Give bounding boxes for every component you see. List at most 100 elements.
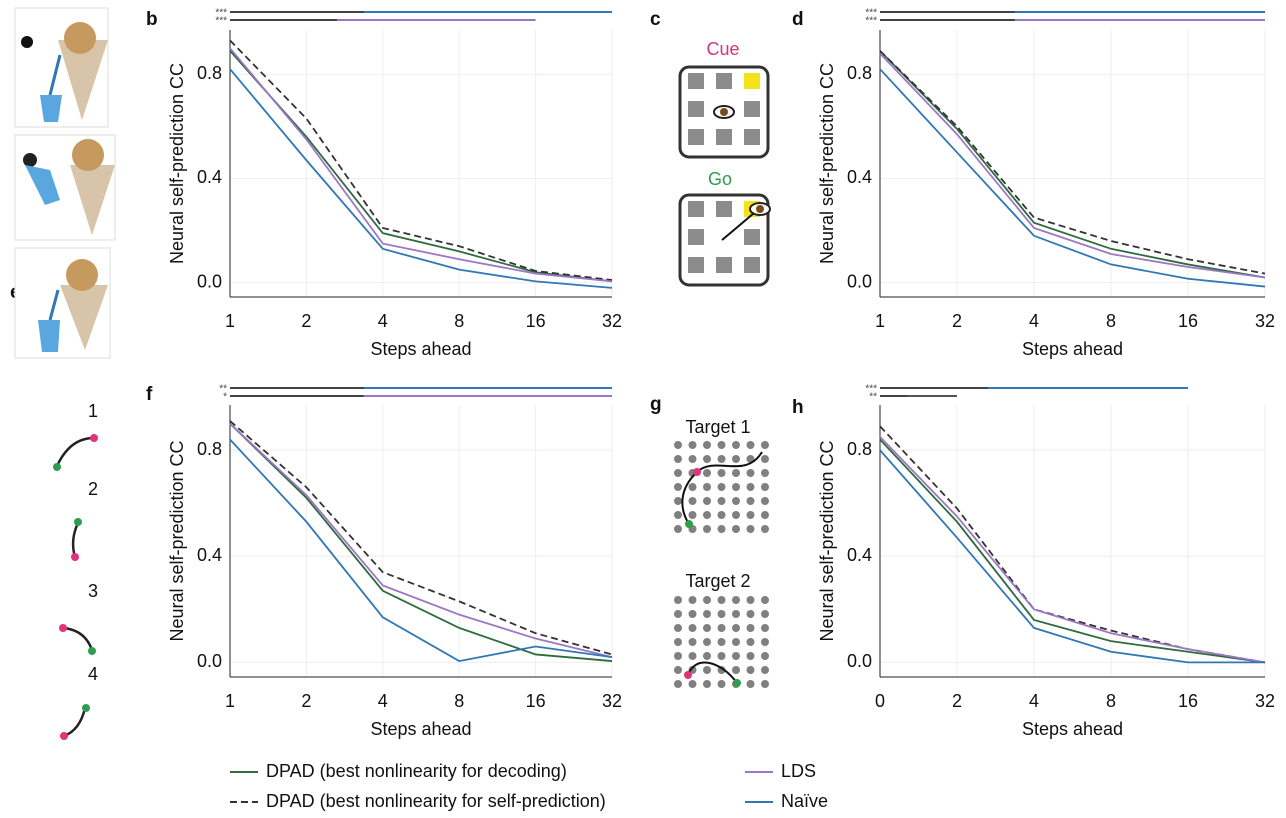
x-tick-label: 0	[875, 691, 885, 711]
x-tick-label: 32	[602, 691, 622, 711]
x-tick-label: 2	[301, 691, 311, 711]
target-square	[688, 101, 704, 117]
grid-dot	[732, 511, 740, 519]
grid-dot	[761, 441, 769, 449]
movement-label: 4	[88, 664, 98, 684]
grid-dot	[674, 610, 682, 618]
target-square	[688, 73, 704, 89]
grid-dot	[717, 596, 726, 604]
x-tick-label: 4	[378, 311, 388, 331]
x-tick-label: 1	[875, 311, 885, 331]
target-square	[688, 129, 704, 145]
grid-dot	[746, 610, 755, 618]
panel-label: g	[650, 394, 662, 415]
start-dot	[684, 671, 692, 679]
x-tick-label: 4	[1029, 311, 1039, 331]
significance-label: *	[223, 392, 227, 403]
grid-dot	[732, 497, 740, 505]
grid-dot	[746, 638, 755, 646]
pupil	[756, 205, 764, 213]
target-square	[688, 229, 704, 245]
grid-dot	[732, 441, 740, 449]
target-label: Target 1	[685, 417, 750, 437]
grid-dot	[717, 610, 726, 618]
grid-dot	[717, 652, 726, 660]
grid-dot	[674, 469, 682, 477]
y-tick-label: 0.4	[197, 167, 222, 187]
grid-dot	[688, 455, 697, 463]
x-tick-label: 8	[1106, 691, 1116, 711]
grid-dot	[674, 483, 682, 491]
y-tick-label: 0.8	[847, 439, 872, 459]
grid-dot	[717, 469, 726, 477]
series-line	[229, 50, 613, 283]
y-tick-label: 0.0	[847, 651, 872, 671]
movement-label: 3	[88, 581, 98, 601]
grid-dot	[761, 511, 769, 519]
series-line	[229, 39, 613, 281]
y-axis-label: Neural self-prediction CC	[817, 63, 837, 264]
grid-dot	[746, 624, 755, 632]
grid-dot	[746, 525, 755, 533]
grid-dot	[674, 511, 682, 519]
grid-dot	[674, 680, 682, 688]
grid-dot	[761, 638, 769, 646]
grid-dot	[703, 469, 711, 477]
grid-dot	[746, 469, 755, 477]
grid-dot	[761, 455, 769, 463]
grid-dot	[761, 610, 769, 618]
target-square	[716, 257, 732, 273]
x-tick-label: 2	[301, 311, 311, 331]
y-tick-label: 0.8	[197, 439, 222, 459]
grid-dot	[703, 483, 711, 491]
target-square	[744, 257, 760, 273]
target-square	[688, 257, 704, 273]
x-tick-label: 1	[225, 311, 235, 331]
series-line	[879, 438, 1266, 664]
start-dot	[693, 468, 701, 476]
significance-label: ***	[215, 16, 227, 27]
y-tick-label: 0.8	[847, 63, 872, 83]
x-tick-label: 32	[602, 311, 622, 331]
saccade	[721, 212, 755, 241]
grid-dot	[674, 497, 682, 505]
series-line	[229, 422, 613, 662]
grid-dot	[732, 455, 740, 463]
go-label: Go	[708, 169, 732, 189]
x-tick-label: 1	[225, 691, 235, 711]
grid-dot	[732, 469, 740, 477]
series-line	[879, 52, 1266, 279]
grid-dot	[761, 525, 769, 533]
grid-dot	[732, 652, 740, 660]
target-square	[744, 229, 760, 245]
target-grids	[674, 441, 769, 688]
significance-label: ***	[215, 8, 227, 19]
grid-dot	[746, 483, 755, 491]
grid-dot	[761, 652, 769, 660]
x-tick-label: 16	[1178, 691, 1198, 711]
grid-dot	[688, 638, 697, 646]
grid-dot	[732, 483, 740, 491]
task-grids	[678, 65, 771, 287]
grid-dot	[703, 525, 711, 533]
x-tick-label: 4	[1029, 691, 1039, 711]
grid-dot	[746, 680, 755, 688]
y-tick-label: 0.0	[197, 271, 222, 291]
grid-dot	[688, 441, 697, 449]
movement-arrows	[53, 434, 98, 740]
grid-dot	[732, 525, 740, 533]
panel-label: c	[650, 9, 661, 30]
grid-dot	[674, 441, 682, 449]
series-line	[229, 47, 613, 283]
y-tick-label: 0.4	[847, 545, 872, 565]
grid-dot	[688, 680, 697, 688]
significance-label: ***	[865, 8, 877, 19]
grid-dot	[703, 638, 711, 646]
x-tick-label: 8	[1106, 311, 1116, 331]
grid-dot	[703, 511, 711, 519]
series-line	[879, 50, 1266, 275]
y-tick-label: 0.8	[197, 63, 222, 83]
panel-label: b	[146, 9, 158, 30]
grid-dot	[688, 497, 697, 505]
panel-label: h	[792, 397, 804, 418]
